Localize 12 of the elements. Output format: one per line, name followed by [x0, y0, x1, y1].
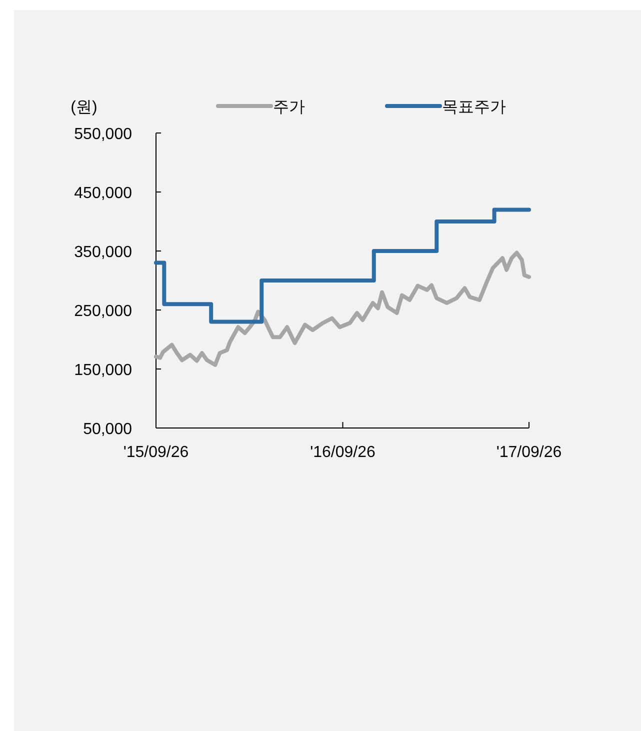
- y-tick-label: 450,000: [74, 185, 132, 202]
- legend-label: 목표주가: [442, 99, 506, 116]
- y-axis-title: (원): [70, 99, 98, 116]
- legend-label: 주가: [273, 99, 305, 116]
- y-tick-label: 150,000: [74, 362, 132, 379]
- x-tick-label: '17/09/26: [496, 444, 562, 461]
- x-tick-label: '15/09/26: [123, 444, 189, 461]
- y-tick-label: 50,000: [83, 421, 132, 438]
- y-tick-label: 350,000: [74, 244, 132, 261]
- y-tick-label: 250,000: [74, 303, 132, 320]
- y-tick-label: 550,000: [74, 126, 132, 143]
- x-tick-label: '16/09/26: [310, 444, 376, 461]
